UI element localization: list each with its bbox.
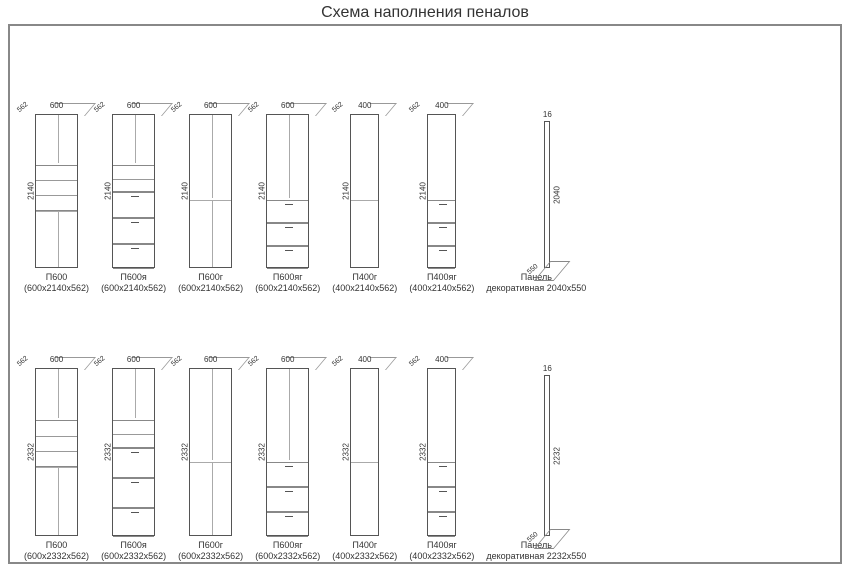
cell: 6002140562 П600я (600х2140х562) bbox=[101, 38, 166, 294]
cabinet-box: 6002332562 bbox=[35, 368, 78, 536]
caption: П600яг (600х2140х562) bbox=[255, 272, 320, 294]
cell: 4002140562П400г (400х2140х562) bbox=[332, 38, 397, 294]
cabinet-П600я: 6002140562 bbox=[112, 114, 155, 268]
dim-height: 2140 bbox=[103, 183, 112, 201]
cabinet-box: 4002140562 bbox=[350, 114, 379, 268]
cabinet-box: 6002332562 bbox=[189, 368, 232, 536]
cell: 6002140562 П600 (600х2140х562) bbox=[24, 38, 89, 294]
dim-height: 2332 bbox=[419, 444, 428, 462]
dim-height: 2332 bbox=[26, 444, 35, 462]
dim-height: 2140 bbox=[342, 183, 351, 201]
cabinet-П400г: 4002332562 bbox=[350, 368, 379, 536]
row-0: 6002140562П600 (600х2140х562)6002140562П… bbox=[10, 26, 840, 294]
dim-depth: 562 bbox=[331, 355, 344, 368]
dim-width: 400 bbox=[358, 355, 371, 364]
caption: П600г (600х2332х562) bbox=[178, 540, 243, 562]
dim-height: 2332 bbox=[181, 444, 190, 462]
panel: 162232550 bbox=[544, 375, 550, 536]
cell: 4002332562П400г (400х2332х562) bbox=[332, 306, 397, 562]
cell: 6002332562 П600яг (600х2332х562) bbox=[255, 306, 320, 562]
dim-width: 600 bbox=[204, 355, 217, 364]
row-1: 6002332562П600 (600х2332х562)6002332562П… bbox=[10, 294, 840, 562]
cabinet-П400г: 4002140562 bbox=[350, 114, 379, 268]
cell: 6002332562 П600 (600х2332х562) bbox=[24, 306, 89, 562]
dim-height: 2332 bbox=[342, 444, 351, 462]
caption: П600я (600х2332х562) bbox=[101, 540, 166, 562]
dim-height: 2140 bbox=[258, 183, 267, 201]
dim-depth: 562 bbox=[170, 101, 183, 114]
dim-height: 2140 bbox=[419, 183, 428, 201]
cabinet-П600яг: 6002332562 bbox=[266, 368, 309, 536]
cabinet-П600г: 6002140562 bbox=[189, 114, 232, 268]
dim-depth: 562 bbox=[408, 101, 421, 114]
cabinet-П400яг: 4002140562 bbox=[427, 114, 456, 268]
cabinet-box: 4002332562 bbox=[427, 368, 456, 536]
dim-height: 2332 bbox=[258, 444, 267, 462]
cell: 162232550Панель декоративная 2232х550 bbox=[486, 306, 586, 562]
page-title: Схема наполнения пеналов bbox=[0, 0, 850, 24]
dim-depth: 562 bbox=[247, 101, 260, 114]
cell: 6002332562 П600я (600х2332х562) bbox=[101, 306, 166, 562]
caption: П400г (400х2332х562) bbox=[332, 540, 397, 562]
dim-depth: 562 bbox=[331, 101, 344, 114]
panel: 162040550 bbox=[544, 121, 550, 268]
cell: 6002140562 П600г (600х2140х562) bbox=[178, 38, 243, 294]
dim-height: 2332 bbox=[103, 444, 112, 462]
cabinet-box: 6002140562 bbox=[35, 114, 78, 268]
cabinet-П600: 6002332562 bbox=[35, 368, 78, 536]
cabinet-box: 4002140562 bbox=[427, 114, 456, 268]
dim-width: 600 bbox=[127, 101, 140, 110]
cabinet-box: 6002140562 bbox=[189, 114, 232, 268]
caption: П600 (600х2332х562) bbox=[24, 540, 89, 562]
cabinet-П600: 6002140562 bbox=[35, 114, 78, 268]
dim-width: 600 bbox=[127, 355, 140, 364]
dim-depth: 562 bbox=[93, 101, 106, 114]
caption: П400яг (400х2332х562) bbox=[409, 540, 474, 562]
caption: П600яг (600х2332х562) bbox=[255, 540, 320, 562]
caption: П400г (400х2140х562) bbox=[332, 272, 397, 294]
diagram-frame: 6002140562П600 (600х2140х562)6002140562П… bbox=[8, 24, 842, 564]
caption: П400яг (400х2140х562) bbox=[409, 272, 474, 294]
dim-height: 2140 bbox=[26, 183, 35, 201]
dim-width: 600 bbox=[50, 355, 63, 364]
cabinet-П600г: 6002332562 bbox=[189, 368, 232, 536]
dim-width: 400 bbox=[435, 101, 448, 110]
dim-width: 600 bbox=[281, 101, 294, 110]
cell: 162040550Панель декоративная 2040х550 bbox=[486, 38, 586, 294]
cabinet-box: 6002140562 bbox=[266, 114, 309, 268]
cell: 4002332562П400яг (400х2332х562) bbox=[409, 306, 474, 562]
dim-width: 600 bbox=[281, 355, 294, 364]
dim-depth: 562 bbox=[170, 355, 183, 368]
page: Схема наполнения пеналов 6002140562П600 … bbox=[0, 0, 850, 567]
cabinet-box: 4002332562 bbox=[350, 368, 379, 536]
cabinet-box: 6002140562 bbox=[112, 114, 155, 268]
dim-width: 400 bbox=[358, 101, 371, 110]
cell: 4002140562П400яг (400х2140х562) bbox=[409, 38, 474, 294]
dim-width: 600 bbox=[204, 101, 217, 110]
cabinet-П600яг: 6002140562 bbox=[266, 114, 309, 268]
dim-width: 600 bbox=[50, 101, 63, 110]
cell: 6002332562 П600г (600х2332х562) bbox=[178, 306, 243, 562]
caption: П600г (600х2140х562) bbox=[178, 272, 243, 294]
cabinet-П600я: 6002332562 bbox=[112, 368, 155, 536]
cabinet-box: 6002332562 bbox=[266, 368, 309, 536]
dim-depth: 562 bbox=[93, 355, 106, 368]
cell: 6002140562 П600яг (600х2140х562) bbox=[255, 38, 320, 294]
dim-depth: 562 bbox=[16, 101, 29, 114]
caption: П600 (600х2140х562) bbox=[24, 272, 89, 294]
caption: П600я (600х2140х562) bbox=[101, 272, 166, 294]
dim-depth: 562 bbox=[16, 355, 29, 368]
dim-depth: 562 bbox=[408, 355, 421, 368]
dim-height: 2140 bbox=[181, 183, 190, 201]
cabinet-box: 6002332562 bbox=[112, 368, 155, 536]
dim-width: 400 bbox=[435, 355, 448, 364]
cabinet-П400яг: 4002332562 bbox=[427, 368, 456, 536]
dim-depth: 562 bbox=[247, 355, 260, 368]
